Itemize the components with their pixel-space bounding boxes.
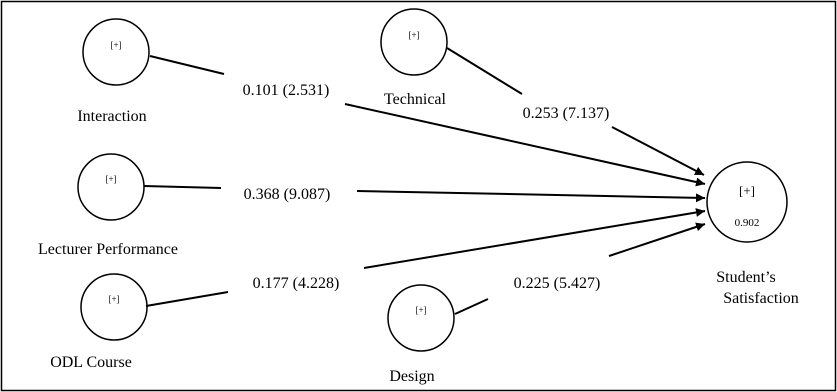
path-lecturer-line xyxy=(143,185,222,189)
path-technical-arrow xyxy=(611,126,705,176)
node-satisfaction-marker: [+] xyxy=(739,183,755,198)
node-lecturer-performance: [+] Lecturer Performance xyxy=(38,153,178,258)
node-technical-marker: [+] xyxy=(408,30,419,40)
node-design-marker: [+] xyxy=(415,305,426,315)
path-design-label: 0.225 (5.427) xyxy=(514,275,601,292)
path-odl-label: 0.177 (4.228) xyxy=(253,275,340,292)
node-technical: [+] Technical xyxy=(380,8,448,108)
node-satisfaction-r2: 0.902 xyxy=(735,217,760,229)
path-odl-arrow xyxy=(363,208,706,269)
path-interaction-arrow xyxy=(344,103,706,187)
node-odl-course: [+] ODL Course xyxy=(50,273,148,371)
node-students-satisfaction: [+] 0.902 Student’s Satisfaction xyxy=(706,161,799,307)
node-interaction-marker: [+] xyxy=(110,40,121,50)
path-lecturer-arrow xyxy=(356,190,706,203)
path-odl-line xyxy=(145,291,229,307)
node-satisfaction-label-line2: Satisfaction xyxy=(723,290,799,307)
path-technical-line xyxy=(446,47,523,95)
node-technical-label: Technical xyxy=(384,91,447,108)
path-interaction-label: 0.101 (2.531) xyxy=(243,82,330,99)
path-interaction-line xyxy=(149,55,225,75)
path-design-line xyxy=(454,298,489,315)
node-design-label: Design xyxy=(389,368,434,385)
node-lecturer-marker: [+] xyxy=(105,174,116,184)
node-lecturer-label: Lecturer Performance xyxy=(38,241,178,258)
node-odl-label: ODL Course xyxy=(50,354,132,371)
node-design: [+] Design xyxy=(387,284,455,385)
path-design-arrow xyxy=(608,222,706,257)
path-lecturer-label: 0.368 (9.087) xyxy=(244,186,331,203)
path-technical-label: 0.253 (7.137) xyxy=(523,105,610,122)
node-satisfaction-label-line1: Student’s xyxy=(716,269,776,286)
node-odl-marker: [+] xyxy=(108,294,119,304)
node-interaction-label: Interaction xyxy=(77,108,146,125)
node-interaction: [+] Interaction xyxy=(77,18,150,125)
